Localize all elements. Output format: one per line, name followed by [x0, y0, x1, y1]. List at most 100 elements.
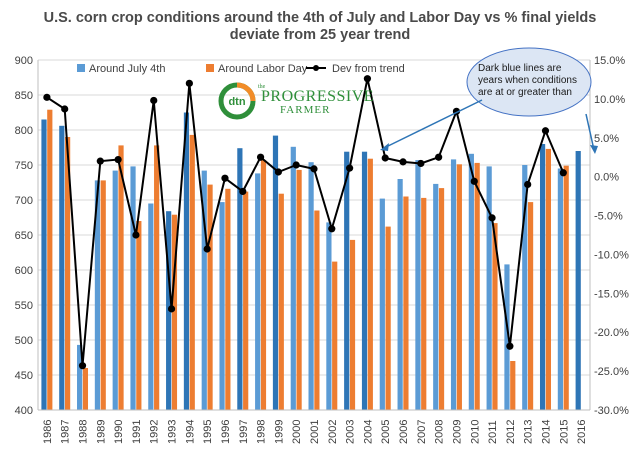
- bar-july-2014: [539, 144, 546, 410]
- dev-point-2014: [541, 127, 550, 135]
- bar-july-1996: [219, 202, 225, 410]
- dev-point-1999: [274, 168, 282, 176]
- y-right-tick-label: -20.0%: [594, 327, 629, 339]
- bar-july-1994: [183, 112, 190, 410]
- bar-july-2001: [308, 162, 314, 410]
- x-tick-label-2014: 2014: [540, 420, 552, 444]
- bar-july-1988: [77, 344, 83, 410]
- x-tick-label-2005: 2005: [380, 420, 392, 444]
- dev-point-1986: [43, 93, 51, 101]
- dev-point-2004: [363, 75, 372, 83]
- x-tick-label-1995: 1995: [202, 420, 214, 444]
- y-left-tick-label: 450: [15, 370, 33, 382]
- y-right-tick-label: 10.0%: [594, 94, 625, 106]
- x-tick-label-2010: 2010: [469, 420, 481, 444]
- dev-point-2003: [346, 164, 354, 172]
- y-right-tick-label: -10.0%: [594, 249, 629, 261]
- x-tick-label-1998: 1998: [256, 420, 268, 444]
- bar-july-2012: [504, 264, 510, 410]
- dev-point-1989: [96, 157, 104, 165]
- callout-arrowhead: [380, 143, 389, 151]
- bar-labor-1999: [278, 193, 284, 410]
- dev-point-1991: [132, 231, 140, 239]
- x-tick-label-1988: 1988: [78, 420, 90, 444]
- bar-labor-2015: [563, 165, 569, 410]
- x-tick-label-1990: 1990: [113, 420, 125, 444]
- legend-swatch-labor: [206, 64, 214, 72]
- dev-point-1990: [114, 155, 122, 164]
- y-left-tick-label: 750: [15, 160, 33, 172]
- chart-title-line2: deviate from 25 year trend: [229, 27, 411, 43]
- dev-point-1996: [221, 174, 229, 182]
- dev-point-1992: [150, 96, 158, 105]
- bar-labor-1986: [47, 109, 53, 410]
- callout-arrowhead-right: [590, 145, 598, 154]
- bar-labor-2004: [367, 158, 373, 410]
- bar-labor-2003: [349, 239, 356, 410]
- bar-labor-1994: [189, 134, 195, 410]
- x-tick-label-2013: 2013: [523, 420, 535, 444]
- callout-arrow-line: [383, 99, 483, 149]
- dev-point-2013: [524, 180, 532, 189]
- legend-marker-dev: [313, 65, 319, 71]
- bar-july-2009: [450, 159, 457, 410]
- x-tick-label-1992: 1992: [149, 420, 161, 444]
- dev-point-1995: [203, 245, 211, 253]
- x-tick-label-1993: 1993: [167, 420, 179, 444]
- dev-point-1998: [256, 153, 265, 161]
- bar-labor-2013: [527, 202, 534, 410]
- bar-labor-1996: [225, 188, 231, 410]
- bar-july-2004: [361, 151, 368, 410]
- x-tick-label-2008: 2008: [434, 420, 446, 444]
- y-left-tick-label: 550: [15, 300, 33, 312]
- x-tick-label-2003: 2003: [345, 420, 357, 444]
- callout-arrow-line-right: [585, 113, 595, 151]
- logo-the: the: [258, 84, 266, 90]
- dev-point-2002: [328, 225, 336, 233]
- dev-point-2012: [506, 342, 514, 350]
- dev-from-trend-line: [46, 78, 565, 366]
- bar-labor-2012: [510, 361, 516, 410]
- bar-labor-2001: [314, 210, 320, 410]
- y-right-tick-label: 0.0%: [594, 172, 619, 184]
- bar-july-2003: [344, 151, 350, 410]
- bar-july-1986: [41, 119, 47, 410]
- y-left-tick-label: 700: [15, 195, 33, 207]
- bar-july-2006: [397, 179, 403, 410]
- bar-july-1992: [148, 203, 154, 410]
- dev-point-1994: [185, 79, 193, 87]
- bar-july-2002: [326, 222, 332, 410]
- y-right-tick-label: -25.0%: [594, 366, 629, 378]
- dev-point-1993: [167, 305, 176, 313]
- bar-labor-1995: [207, 184, 213, 410]
- dev-point-2008: [435, 153, 443, 161]
- y-left-tick-label: 800: [15, 125, 33, 137]
- x-tick-label-1987: 1987: [60, 420, 72, 444]
- y-right-tick-label: -30.0%: [594, 405, 629, 417]
- bar-labor-2005: [385, 226, 391, 410]
- bar-labor-1989: [100, 180, 106, 410]
- x-tick-label-1996: 1996: [220, 420, 232, 444]
- bar-july-2010: [468, 153, 474, 411]
- x-tick-label-2001: 2001: [309, 420, 321, 444]
- x-tick-label-1999: 1999: [273, 420, 285, 444]
- y-left-tick-label: 900: [15, 55, 33, 67]
- y-right-tick-label: -5.0%: [594, 211, 623, 223]
- bar-july-2016: [575, 151, 581, 410]
- bar-labor-2009: [456, 164, 462, 410]
- x-tick-label-2006: 2006: [398, 420, 410, 444]
- bar-july-1987: [59, 125, 65, 411]
- x-tick-label-1997: 1997: [238, 420, 250, 444]
- bar-labor-2002: [332, 261, 338, 410]
- bar-labor-1992: [154, 145, 160, 410]
- bar-july-2005: [379, 198, 385, 410]
- dev-point-2015: [559, 169, 567, 177]
- dev-point-1987: [61, 105, 69, 113]
- legend-label-labor: Around Labor Day: [218, 63, 308, 75]
- dev-point-1997: [239, 187, 247, 196]
- dev-point-1988: [78, 362, 87, 370]
- y-left-tick-label: 400: [15, 405, 33, 417]
- bar-july-2015: [557, 168, 563, 410]
- bar-july-1995: [201, 170, 207, 410]
- x-tick-label-2004: 2004: [362, 420, 374, 444]
